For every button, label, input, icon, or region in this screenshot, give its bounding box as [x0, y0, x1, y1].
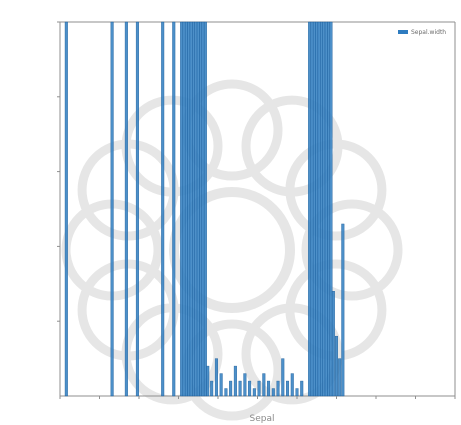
- histogram-bar: [229, 380, 233, 397]
- histogram-bar: [262, 373, 266, 397]
- histogram-bar: [329, 21, 333, 397]
- histogram-bar: [161, 21, 165, 397]
- watermark-rosette-logo: [61, 79, 403, 421]
- y-ticks-group: [57, 21, 60, 322]
- watermark-petal: [241, 95, 343, 197]
- histogram-bar: [224, 388, 228, 397]
- histogram-bar: [203, 21, 207, 397]
- histogram-bar: [331, 291, 335, 397]
- histogram-bar: [64, 21, 68, 397]
- watermark-petal: [285, 139, 387, 241]
- histogram-bar: [214, 358, 218, 397]
- histogram-bar: [252, 388, 256, 397]
- histogram-bar: [210, 380, 214, 397]
- histogram-bar: [295, 388, 299, 397]
- histogram-bar: [243, 373, 247, 397]
- histogram-bar: [267, 380, 271, 397]
- histogram-bar: [341, 223, 345, 397]
- legend-swatch: [398, 30, 408, 34]
- histogram-bar: [110, 21, 114, 397]
- x-ticks-group: [59, 396, 456, 399]
- histogram-bar: [286, 380, 290, 397]
- histogram-bar: [335, 335, 339, 397]
- histogram-bar: [276, 380, 280, 397]
- histogram-bar: [338, 358, 342, 397]
- histogram-bar: [271, 388, 275, 397]
- histogram-bar: [206, 365, 210, 397]
- legend-label: Sepal.width: [411, 29, 446, 36]
- histogram-bar: [124, 21, 128, 397]
- bars-group: [64, 21, 345, 397]
- histogram-bar: [281, 358, 285, 397]
- histogram-bar: [135, 21, 139, 397]
- histogram-bar: [233, 365, 237, 397]
- legend: Sepal.width: [398, 29, 446, 36]
- x-axis-label: Sepal: [250, 414, 275, 424]
- histogram-bar: [290, 373, 294, 397]
- histogram-bar: [238, 380, 242, 397]
- histogram-bar: [257, 380, 261, 397]
- histogram-bar: [219, 373, 223, 397]
- watermark-petal: [301, 199, 403, 301]
- histogram-bar: [300, 380, 304, 397]
- histogram-bar: [172, 21, 176, 397]
- histogram-bar: [248, 380, 252, 397]
